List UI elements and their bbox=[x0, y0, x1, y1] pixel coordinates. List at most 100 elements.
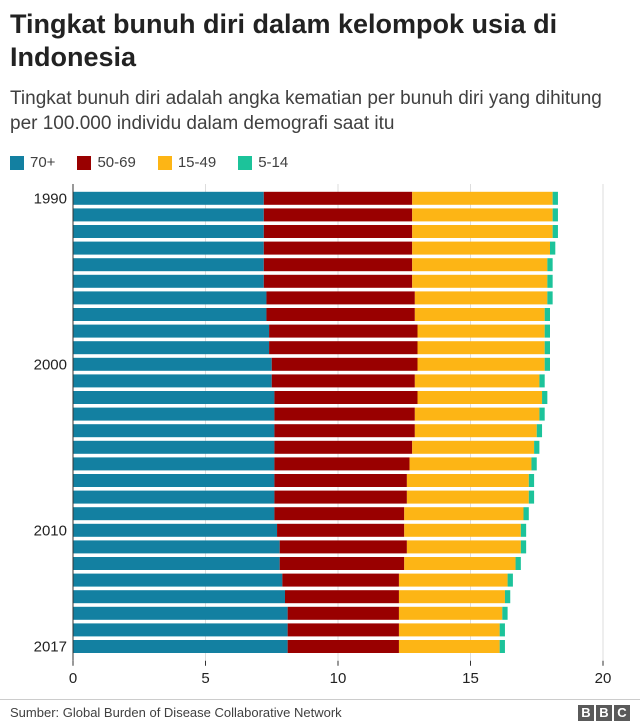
bar-2011-series-3 bbox=[520, 540, 527, 554]
bar-1991-series-0 bbox=[73, 208, 264, 222]
bar-1992-series-1 bbox=[263, 225, 413, 238]
legend-item-50-69: 50-69 bbox=[77, 154, 136, 171]
bar-2004-series-2 bbox=[414, 424, 537, 438]
bar-2016-series-3 bbox=[499, 623, 505, 637]
bar-1991-series-2 bbox=[412, 208, 553, 222]
bar-2014-series-0 bbox=[73, 590, 285, 604]
bar-2016-series-0 bbox=[73, 623, 288, 637]
chart-subtitle: Tingkat bunuh diri adalah angka kematian… bbox=[10, 88, 602, 134]
bar-2007-series-0 bbox=[73, 474, 275, 487]
bar-2014-series-1 bbox=[285, 590, 399, 604]
bar-2005-series-0 bbox=[73, 440, 275, 454]
bar-2005-series-1 bbox=[274, 440, 413, 454]
bar-2009-series-3 bbox=[523, 507, 529, 521]
bar-2006-series-3 bbox=[531, 457, 537, 471]
bar-2008-series-3 bbox=[528, 490, 535, 504]
bar-1998-series-2 bbox=[417, 324, 545, 338]
bar-1993-series-2 bbox=[412, 241, 550, 255]
legend: 70+ 50-69 15-49 5-14 bbox=[10, 154, 310, 171]
bar-2007-series-3 bbox=[528, 474, 535, 487]
legend-swatch-70-plus bbox=[10, 155, 24, 170]
bar-1996-series-2 bbox=[414, 291, 548, 305]
bar-2017-series-0 bbox=[73, 640, 288, 653]
bar-2014-series-2 bbox=[398, 590, 505, 604]
bar-2014-series-3 bbox=[504, 590, 511, 604]
bar-1996-series-1 bbox=[266, 291, 415, 305]
bar-2001-series-1 bbox=[271, 374, 415, 388]
bar-1993-series-1 bbox=[263, 241, 413, 255]
bar-1995-series-0 bbox=[73, 274, 264, 288]
bar-2000-series-2 bbox=[417, 357, 545, 371]
bar-2004-series-3 bbox=[536, 424, 543, 438]
bar-1999-series-2 bbox=[417, 341, 545, 355]
bar-2006-series-0 bbox=[73, 457, 275, 471]
bar-2010-series-2 bbox=[404, 523, 521, 537]
bar-1994-series-1 bbox=[263, 258, 413, 272]
bar-2015-series-2 bbox=[398, 606, 503, 620]
bar-1991-series-3 bbox=[552, 208, 558, 222]
bar-1990-series-1 bbox=[263, 191, 413, 205]
bar-2007-series-2 bbox=[406, 474, 529, 487]
source-note: Sumber: Global Burden of Disease Collabo… bbox=[10, 705, 342, 720]
bar-2002-series-3 bbox=[542, 391, 548, 404]
bar-2009-series-2 bbox=[404, 507, 524, 521]
bar-2013-series-0 bbox=[73, 573, 283, 587]
tick-label-x-10: 10 bbox=[330, 670, 347, 687]
bar-2006-series-1 bbox=[274, 457, 410, 471]
bar-2013-series-2 bbox=[398, 573, 508, 587]
bar-2013-series-3 bbox=[507, 573, 513, 587]
bar-1990-series-3 bbox=[552, 191, 558, 205]
bar-2003-series-3 bbox=[539, 407, 545, 421]
bar-1990-series-0 bbox=[73, 191, 264, 205]
bar-2002-series-1 bbox=[274, 391, 418, 404]
footer-divider bbox=[0, 699, 640, 700]
legend-label-5-14: 5-14 bbox=[258, 154, 289, 171]
bar-1998-series-3 bbox=[544, 324, 550, 338]
bar-2015-series-1 bbox=[287, 606, 399, 620]
bar-1997-series-0 bbox=[73, 308, 267, 321]
bar-1990-series-2 bbox=[412, 191, 553, 205]
legend-label-15-49: 15-49 bbox=[177, 154, 217, 171]
bar-2015-series-0 bbox=[73, 606, 288, 620]
tick-label-y-2000: 2000 bbox=[34, 356, 67, 373]
bar-2017-series-2 bbox=[398, 640, 500, 653]
chart-title: Tingkat bunuh diri dalam kelompok usia d… bbox=[10, 9, 558, 72]
bar-2016-series-1 bbox=[287, 623, 399, 637]
tick-label-x-0: 0 bbox=[69, 670, 77, 687]
bar-2017-series-3 bbox=[499, 640, 505, 653]
bar-2002-series-2 bbox=[417, 391, 543, 404]
bar-2000-series-1 bbox=[271, 357, 418, 371]
bar-2000-series-0 bbox=[73, 357, 272, 371]
tick-label-x-20: 20 bbox=[595, 670, 612, 687]
bar-1999-series-0 bbox=[73, 341, 270, 355]
bar-1999-series-1 bbox=[269, 341, 418, 355]
bar-1992-series-0 bbox=[73, 225, 264, 238]
bar-2004-series-0 bbox=[73, 424, 275, 438]
bar-2012-series-0 bbox=[73, 557, 280, 570]
bar-2001-series-2 bbox=[414, 374, 540, 388]
bbc-logo: B B C bbox=[576, 705, 630, 721]
bar-2017-series-1 bbox=[287, 640, 399, 653]
bar-2000-series-3 bbox=[544, 357, 550, 371]
bar-2008-series-0 bbox=[73, 490, 275, 504]
tick-label-y-2017: 2017 bbox=[34, 639, 67, 656]
bar-2003-series-1 bbox=[274, 407, 415, 421]
logo-letter-b2: B bbox=[596, 705, 612, 721]
bar-1998-series-1 bbox=[269, 324, 418, 338]
tick-label-x-5: 5 bbox=[201, 670, 209, 687]
bar-2008-series-1 bbox=[274, 490, 407, 504]
bar-1995-series-1 bbox=[263, 274, 413, 288]
bar-1991-series-1 bbox=[263, 208, 413, 222]
bar-2009-series-0 bbox=[73, 507, 275, 521]
bar-2009-series-1 bbox=[274, 507, 405, 521]
bar-2001-series-3 bbox=[539, 374, 545, 388]
bar-1992-series-2 bbox=[412, 225, 553, 238]
bar-1993-series-0 bbox=[73, 241, 264, 255]
bar-2010-series-1 bbox=[277, 523, 405, 537]
tick-label-y-2010: 2010 bbox=[34, 522, 67, 539]
bar-1994-series-3 bbox=[547, 258, 553, 272]
bar-2010-series-3 bbox=[520, 523, 527, 537]
bar-1997-series-1 bbox=[266, 308, 415, 321]
bar-2012-series-3 bbox=[515, 557, 521, 570]
legend-label-70-plus: 70+ bbox=[30, 154, 56, 171]
